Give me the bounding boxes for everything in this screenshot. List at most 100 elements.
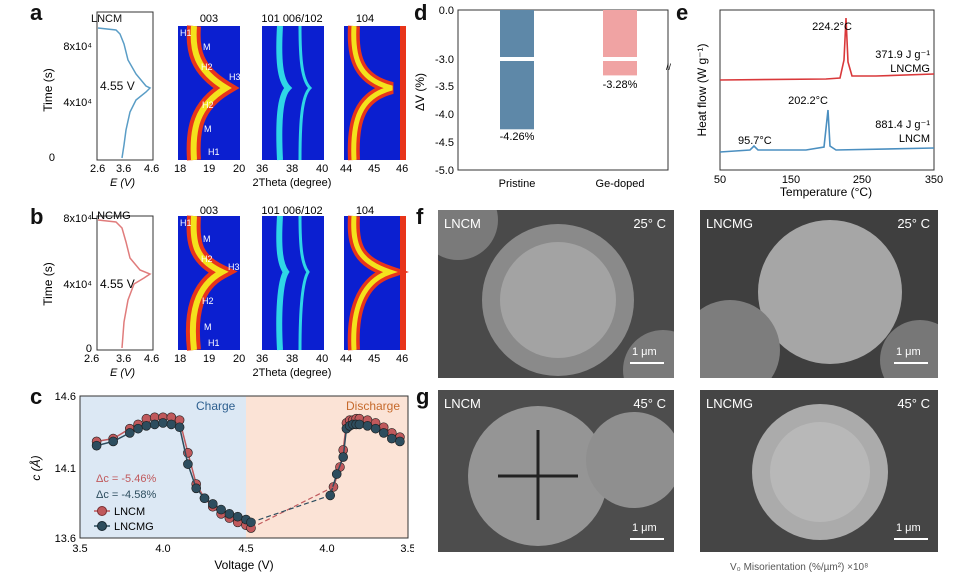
c-xtick-1: 4.0 <box>155 543 170 555</box>
f-right-scale: 1 μm <box>896 346 921 358</box>
f-left-tag: LNCM <box>444 216 481 231</box>
g-right-tag: LNCMG <box>706 396 753 411</box>
a-ytick-0: 0 <box>49 152 55 164</box>
b-phase-h2-bot: H2 <box>202 296 214 306</box>
panel-label-a: a <box>30 0 43 25</box>
b-phase-h2-top: H2 <box>201 254 213 264</box>
a-phase-h2-bot: H2 <box>202 100 214 110</box>
d-ytick-3: -4.0 <box>435 109 454 121</box>
b-xtick-003-2: 20 <box>233 353 245 365</box>
e-xtick-2: 250 <box>853 174 871 186</box>
c-plot-marks <box>91 412 405 533</box>
c-charge-label: Charge <box>196 399 236 413</box>
d-bar-break-ge-doped <box>602 57 638 61</box>
a-voltage-frame <box>96 11 154 161</box>
c-legend-lncmg: LNCMG <box>114 521 154 533</box>
b-heatmap-101 <box>262 216 324 350</box>
a-heatmap-101 <box>262 26 324 160</box>
c-point-lncmg-charge <box>158 418 168 428</box>
c-ytick-0: 13.6 <box>55 533 76 545</box>
c-ytick-2: 14.6 <box>55 391 76 403</box>
e-xlabel: Temperature (°C) <box>780 185 872 199</box>
a-xtick-101-1: 38 <box>286 163 298 175</box>
c-xlabel: Voltage (V) <box>214 558 273 572</box>
g-left-tag: LNCM <box>444 396 481 411</box>
a-section-101: 101 006/102 <box>261 13 322 25</box>
c-point-lncmg-discharge <box>386 433 397 444</box>
d-category-pristine: Pristine <box>499 178 536 190</box>
a-ytick-1: 4x10⁴ <box>63 97 92 109</box>
c-dashed-connector-lncm <box>250 486 334 529</box>
b-voltage-label: 4.55 V <box>100 277 135 291</box>
g-lncm-texture <box>438 390 674 552</box>
b-xtick-2: 4.6 <box>144 353 159 365</box>
a-xtick-104-1: 45 <box>368 163 380 175</box>
c-point-lncmg-charge <box>216 504 226 515</box>
g-right-scalebar <box>894 538 928 540</box>
e-ylabel: Heat flow (W g⁻¹) <box>695 43 709 136</box>
c-point-lncmg-charge <box>191 483 201 494</box>
a-xtick-003-2: 20 <box>233 163 245 175</box>
panel-label-g: g <box>416 384 430 409</box>
b-xtick-1: 3.6 <box>116 353 131 365</box>
e-curve-lncm <box>719 109 935 153</box>
a-xtick-0: 2.6 <box>90 163 105 175</box>
c-legend-lncm: LNCM <box>114 506 145 518</box>
c-point-lncmg-discharge <box>378 428 389 438</box>
g-left-temp: 45° C <box>633 396 666 411</box>
f-left-temp: 25° C <box>633 216 666 231</box>
b-xlabel-e: E (V) <box>110 367 135 379</box>
c-xtick-2: 4.5 <box>238 543 253 555</box>
b-section-101: 101 006/102 <box>261 205 322 217</box>
c-point-lncmg-discharge <box>362 421 373 431</box>
d-ytick-1: -3.0 <box>435 54 454 66</box>
a-title: LNCM <box>91 13 122 25</box>
panel-label-b: b <box>30 204 44 229</box>
a-xtick-003-1: 19 <box>203 163 215 175</box>
d-axis-break: // <box>666 62 672 72</box>
c-ylabel: c (Å) <box>28 455 43 480</box>
c-frame <box>79 395 409 539</box>
d-frame <box>457 9 669 171</box>
e-xtick-3: 350 <box>925 174 943 186</box>
c-ytick-1: 14.1 <box>55 463 76 475</box>
a-xtick-1: 3.6 <box>116 163 131 175</box>
a-phase-m-bot: M <box>204 124 212 134</box>
d-bar-ge-doped <box>603 10 637 76</box>
d-ytick-0: 0.0 <box>439 5 454 17</box>
a-xtick-101-2: 40 <box>316 163 328 175</box>
g-right-temp: 45° C <box>897 396 930 411</box>
d-bar-break-pristine <box>499 57 535 61</box>
c-point-lncmg-charge <box>208 499 218 509</box>
panel-label-c: c <box>30 384 43 409</box>
c-delta-lncmg: Δc = -4.58% <box>96 489 156 501</box>
c-point-lncmg-discharge <box>354 419 365 430</box>
b-xtick-104-0: 44 <box>340 353 352 365</box>
b-ylabel: Time (s) <box>41 262 55 306</box>
c-legend-marker-lncmg <box>97 521 107 531</box>
a-xtick-2: 4.6 <box>144 163 159 175</box>
c-point-lncmg-charge <box>166 419 177 430</box>
c-xtick-0: 3.5 <box>72 543 87 555</box>
g-micrograph-lncm: LNCM 45° C 1 μm <box>438 390 674 552</box>
f-lncm-texture <box>438 210 674 378</box>
e-heat-lncmg: 371.9 J g⁻¹ <box>875 49 930 61</box>
f-right-tag: LNCMG <box>706 216 753 231</box>
a-xtick-101-0: 36 <box>256 163 268 175</box>
e-xtick-1: 150 <box>782 174 800 186</box>
f-right-temp: 25° C <box>897 216 930 231</box>
e-label-lncm: LNCM <box>899 133 930 145</box>
b-phase-m-top: M <box>203 234 211 244</box>
a-phase-h2-top: H2 <box>201 62 213 72</box>
b-phase-h1-bot: H1 <box>208 338 220 348</box>
a-phase-m-top: M <box>203 42 211 52</box>
c-legend-marker-lncm <box>97 506 107 516</box>
c-discharge-background <box>246 396 408 538</box>
c-point-lncmg-charge <box>183 459 193 469</box>
b-xtick-101-0: 36 <box>256 353 268 365</box>
b-ytick-1: 4x10⁴ <box>63 279 92 291</box>
b-xtick-101-2: 40 <box>316 353 328 365</box>
c-point-lncmg-discharge <box>395 436 405 447</box>
d-category-gedoped: Ge-doped <box>596 178 645 190</box>
b-xtick-104-1: 45 <box>368 353 380 365</box>
